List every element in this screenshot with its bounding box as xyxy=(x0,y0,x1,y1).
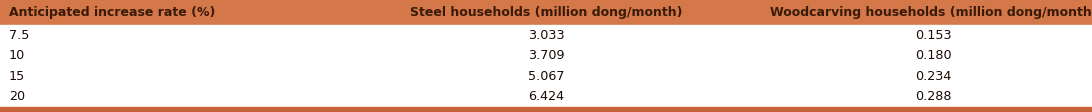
Bar xyxy=(0,25,1092,107)
Text: 6.424: 6.424 xyxy=(527,90,565,103)
Text: 0.180: 0.180 xyxy=(915,49,952,62)
Bar xyxy=(0,107,1092,112)
Text: Steel households (million dong/month): Steel households (million dong/month) xyxy=(410,6,682,19)
Text: Woodcarving households (million dong/month): Woodcarving households (million dong/mon… xyxy=(770,6,1092,19)
Text: 0.288: 0.288 xyxy=(915,90,952,103)
Text: 15: 15 xyxy=(9,70,25,83)
Text: 3.709: 3.709 xyxy=(527,49,565,62)
Text: 5.067: 5.067 xyxy=(527,70,565,83)
Text: 3.033: 3.033 xyxy=(527,29,565,42)
Text: 20: 20 xyxy=(9,90,25,103)
Bar xyxy=(0,0,1092,25)
Text: Anticipated increase rate (%): Anticipated increase rate (%) xyxy=(9,6,215,19)
Text: 10: 10 xyxy=(9,49,25,62)
Text: 7.5: 7.5 xyxy=(9,29,29,42)
Text: 0.153: 0.153 xyxy=(915,29,952,42)
Text: 0.234: 0.234 xyxy=(915,70,952,83)
